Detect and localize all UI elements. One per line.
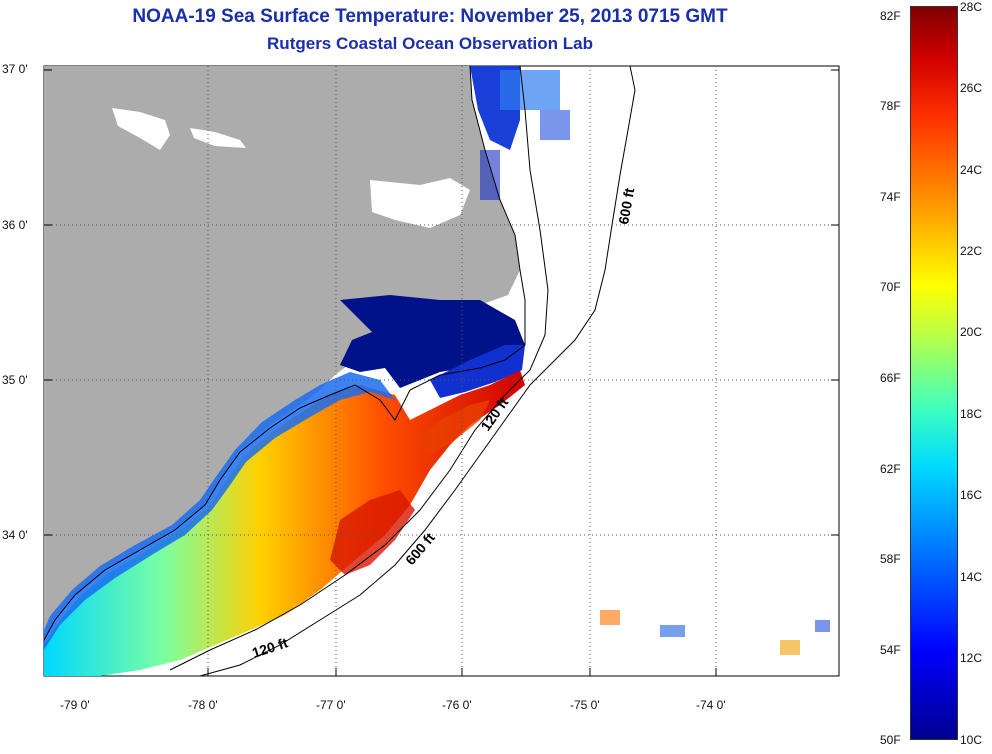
lon-label-77: -77 0'	[316, 698, 346, 712]
lat-label-37: 37 0'	[2, 62, 28, 76]
colorbar-label-18c: 18C	[960, 407, 983, 421]
temperature-colorbar	[910, 6, 958, 740]
map-title: NOAA-19 Sea Surface Temperature: Novembe…	[132, 6, 728, 27]
lon-label-79: -79 0'	[60, 698, 90, 712]
cloud-noise	[480, 70, 830, 655]
colorbar-label-14c: 14C	[960, 570, 983, 584]
contour-label-600ft-north: 600 ft	[615, 186, 637, 225]
lon-label-78: -78 0'	[188, 698, 218, 712]
lat-label-36: 36 0'	[2, 218, 28, 232]
coastline-outline	[44, 66, 526, 641]
warm-core	[330, 490, 415, 575]
colorbar-label-22c: 22C	[960, 244, 983, 258]
lon-label-76: -76 0'	[442, 698, 472, 712]
colorbar-label-58f: 58F	[880, 552, 901, 566]
colorbar-label-16c: 16C	[960, 488, 983, 502]
contour-120ft	[169, 66, 549, 671]
albemarle-sound	[370, 178, 470, 228]
lat-label-34: 34 0'	[2, 528, 28, 542]
colorbar-label-28c: 28C	[960, 0, 983, 14]
colorbar-label-66f: 66F	[880, 371, 901, 385]
map-subtitle: Rutgers Coastal Ocean Observation Lab	[267, 34, 593, 53]
colorbar-label-70f: 70F	[880, 280, 901, 294]
colorbar-label-78f: 78F	[880, 99, 901, 113]
colorbar-label-54f: 54F	[880, 643, 901, 657]
colorbar-label-50f: 50F	[880, 733, 901, 747]
colorbar-label-12c: 12C	[960, 651, 983, 665]
lon-label-74: -74 0'	[696, 698, 726, 712]
colorbar-label-10c: 10C	[960, 733, 983, 747]
colorbar-label-20c: 20C	[960, 325, 983, 339]
lat-label-35: 35 0'	[2, 373, 28, 387]
colorbar-label-62f: 62F	[880, 462, 901, 476]
contour-600ft-south	[199, 384, 531, 676]
warm-core-north	[415, 400, 490, 455]
colorbar-label-82f: 82F	[880, 9, 901, 23]
colorbar-label-24c: 24C	[960, 163, 983, 177]
colorbar-label-74f: 74F	[880, 190, 901, 204]
sst-plume	[44, 370, 525, 676]
lon-label-75: -75 0'	[570, 698, 600, 712]
cold-band-north	[430, 345, 525, 398]
inland-lake-2	[190, 128, 246, 148]
axis-ticks	[44, 69, 839, 676]
inland-lake	[112, 108, 170, 150]
colorbar-label-26c: 26C	[960, 81, 983, 95]
graticule	[44, 66, 839, 676]
contour-600ft-north	[529, 66, 636, 386]
